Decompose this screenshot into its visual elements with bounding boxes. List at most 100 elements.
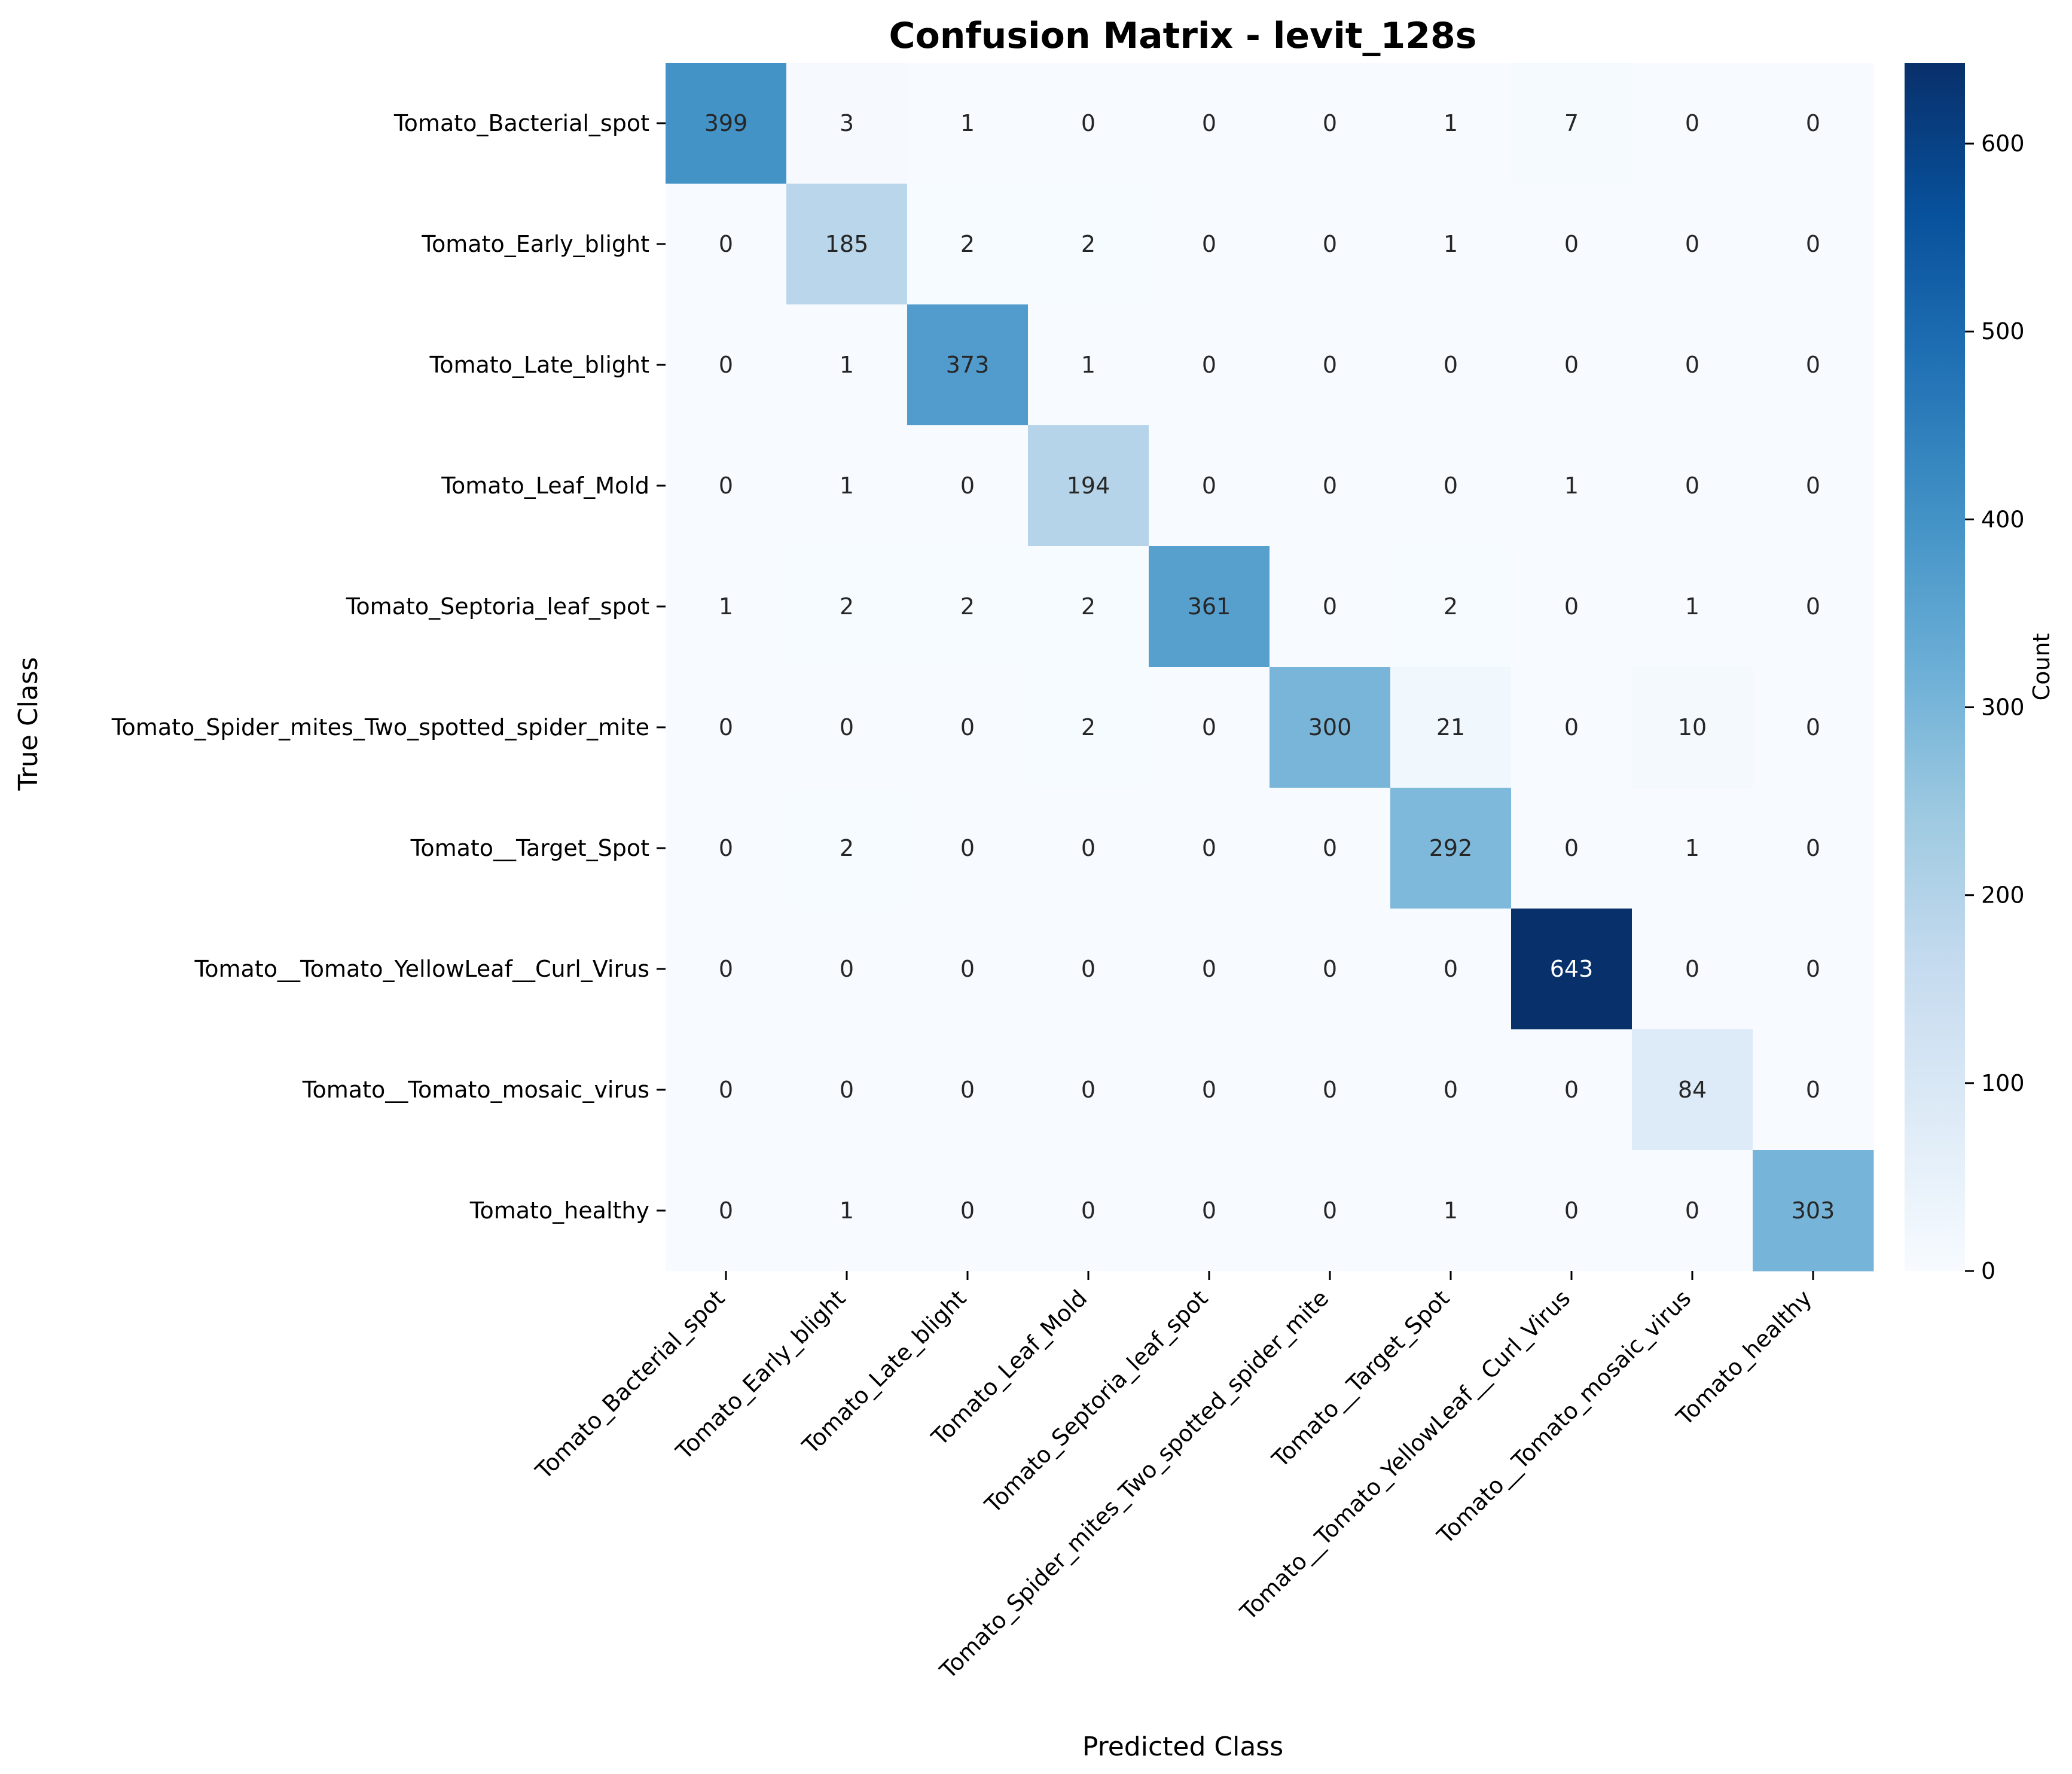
heatmap-cell — [907, 425, 1029, 547]
heatmap-cell — [1753, 304, 1874, 426]
cell-value-label: 303 — [1792, 1197, 1835, 1224]
cell-value-label: 0 — [1806, 473, 1820, 499]
heatmap-cell — [1149, 184, 1270, 305]
y-tick-label: Tomato__Tomato_mosaic_virus — [302, 1077, 649, 1103]
colorbar-label: Count — [2028, 633, 2055, 701]
chart-title: Confusion Matrix - levit_128s — [889, 15, 1477, 57]
cell-value-label: 194 — [1067, 473, 1110, 499]
heatmap-cell — [1270, 304, 1391, 426]
heatmap-cell — [666, 425, 787, 547]
heatmap-cell — [1149, 909, 1270, 1030]
cell-value-label: 0 — [1806, 110, 1820, 136]
cell-value-label: 0 — [1806, 593, 1820, 620]
heatmap-cell — [1028, 304, 1149, 426]
heatmap-cell — [1632, 909, 1753, 1030]
heatmap-cell — [1511, 1029, 1632, 1151]
cell-value-label: 0 — [1323, 231, 1337, 257]
cell-value-label: 0 — [1323, 352, 1337, 378]
cell-value-label: 1 — [1564, 473, 1579, 499]
heatmap-cell — [1390, 909, 1512, 1030]
cell-value-label: 1 — [960, 110, 975, 136]
heatmap-cell — [1511, 425, 1632, 547]
heatmap-cell — [1270, 667, 1391, 788]
heatmap-cell — [1028, 788, 1149, 909]
colorbar-tick-label: 200 — [1981, 882, 2025, 909]
heatmap-cell — [1511, 1150, 1632, 1272]
cell-value-label: 0 — [1323, 473, 1337, 499]
x-axis: Tomato_Bacterial_spotTomato_Early_blight… — [530, 1271, 1817, 1684]
heatmap-cell — [1270, 788, 1391, 909]
cell-value-label: 0 — [960, 714, 975, 740]
heatmap-cell — [1270, 184, 1391, 305]
heatmap-cell — [1149, 1150, 1270, 1272]
cell-value-label: 0 — [1202, 1197, 1216, 1224]
heatmap-cell — [1270, 909, 1391, 1030]
heatmap-cell — [907, 63, 1029, 184]
cell-value-label: 0 — [1323, 593, 1337, 620]
cell-value-label: 0 — [1323, 956, 1337, 982]
heatmap-cell — [1511, 63, 1632, 184]
heatmap-cell — [786, 304, 908, 426]
cell-value-label: 84 — [1678, 1077, 1707, 1103]
cell-value-label: 2 — [960, 231, 975, 257]
cell-value-label: 0 — [1806, 231, 1820, 257]
cell-value-label: 0 — [1444, 473, 1458, 499]
cell-value-label: 21 — [1436, 714, 1465, 740]
cell-value-label: 0 — [1202, 714, 1216, 740]
heatmap-cell — [666, 63, 787, 184]
cell-value-label: 0 — [1202, 352, 1216, 378]
cell-value-label: 399 — [704, 110, 748, 136]
heatmap-cell — [1753, 425, 1874, 547]
colorbar-tick-label: 500 — [1981, 318, 2025, 345]
heatmap-cell — [907, 184, 1029, 305]
cell-value-label: 0 — [1806, 352, 1820, 378]
colorbar-ticks: 0 100 200 300 400 500 600 — [1965, 130, 2025, 1284]
cell-value-label: 0 — [719, 835, 733, 861]
cell-value-label: 0 — [1081, 956, 1095, 982]
cell-value-label: 0 — [1806, 714, 1820, 740]
heatmap-cell — [1270, 63, 1391, 184]
y-tick-label: Tomato_healthy — [469, 1197, 649, 1224]
y-axis-label: True Class — [13, 657, 44, 791]
cell-value-label: 300 — [1308, 714, 1352, 740]
heatmap-cell — [1149, 1029, 1270, 1151]
cell-value-label: 2 — [840, 593, 854, 620]
colorbar-gradient — [1905, 63, 1965, 1271]
cell-value-label: 0 — [1081, 1197, 1095, 1224]
heatmap-cell — [1511, 184, 1632, 305]
cell-value-label: 1 — [1685, 835, 1699, 861]
cell-value-label: 0 — [1685, 956, 1699, 982]
heatmap-cell — [666, 1029, 787, 1151]
heatmap-cell — [907, 1150, 1029, 1272]
cell-value-label: 0 — [1323, 1197, 1337, 1224]
y-tick-label: Tomato_Leaf_Mold — [441, 473, 649, 499]
cell-value-label: 0 — [1444, 352, 1458, 378]
heatmap-cell — [1390, 667, 1512, 788]
cell-value-label: 1 — [1081, 352, 1095, 378]
cell-value-label: 643 — [1550, 956, 1594, 982]
cell-value-label: 0 — [1564, 231, 1579, 257]
cell-value-label: 0 — [1323, 1077, 1337, 1103]
cell-value-label: 0 — [1806, 956, 1820, 982]
cell-value-label: 0 — [1444, 1077, 1458, 1103]
cell-value-label: 361 — [1188, 593, 1231, 620]
cell-value-label: 0 — [1202, 1077, 1216, 1103]
heatmap-cell — [1511, 909, 1632, 1030]
cell-value-label: 2 — [1081, 231, 1095, 257]
x-axis-label: Predicted Class — [1082, 1732, 1283, 1762]
heatmap-cell — [1753, 788, 1874, 909]
colorbar-tick-label: 100 — [1981, 1070, 2025, 1096]
heatmap-cell — [1632, 304, 1753, 426]
cell-value-label: 0 — [719, 352, 733, 378]
cell-value-label: 0 — [840, 956, 854, 982]
cell-value-label: 0 — [1685, 473, 1699, 499]
heatmap-cell — [907, 667, 1029, 788]
cell-value-label: 1 — [1444, 1197, 1458, 1224]
heatmap-cell — [1149, 63, 1270, 184]
cell-value-label: 0 — [960, 956, 975, 982]
heatmap-cell — [1511, 304, 1632, 426]
heatmap-cell — [1028, 546, 1149, 667]
cell-value-label: 0 — [960, 473, 975, 499]
heatmap-cell — [1149, 788, 1270, 909]
heatmap-cell — [1632, 667, 1753, 788]
